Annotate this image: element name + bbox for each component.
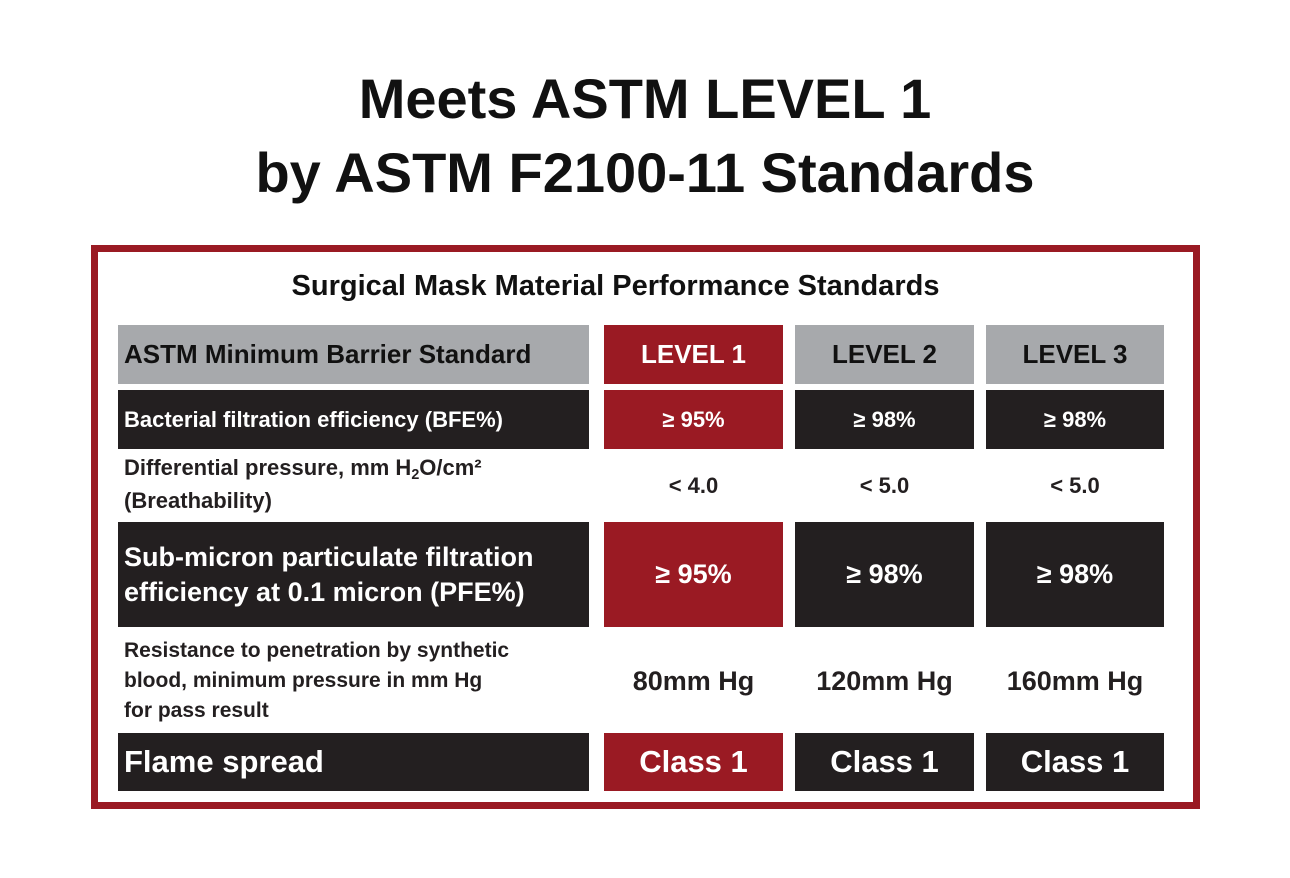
row-pfe-level-2: ≥ 98% <box>795 522 974 627</box>
row-pressure-label-line-1: Differential pressure, mm H2O/cm² <box>124 454 482 483</box>
row-bfe-label: Bacterial filtration efficiency (BFE%) <box>118 390 589 449</box>
header-level-1: LEVEL 1 <box>604 325 783 384</box>
table-title: Surgical Mask Material Performance Stand… <box>291 270 940 302</box>
row-flame-level-2: Class 1 <box>795 733 974 791</box>
row-bfe-level-1: ≥ 95% <box>604 390 783 449</box>
row-pfe-level-3: ≥ 98% <box>986 522 1164 627</box>
row-flame-level-3: Class 1 <box>986 733 1164 791</box>
header-label-cell: ASTM Minimum Barrier Standard <box>118 325 589 384</box>
header-level-2: LEVEL 2 <box>795 325 974 384</box>
headline-line-1: Meets ASTM LEVEL 1 <box>358 67 932 130</box>
headline: Meets ASTM LEVEL 1 by ASTM F2100-11 Stan… <box>0 62 1290 210</box>
headline-line-2: by ASTM F2100-11 Standards <box>255 141 1035 204</box>
row-flame-level-1: Class 1 <box>604 733 783 791</box>
row-blood-label: Resistance to penetration by synthetic b… <box>118 636 589 726</box>
row-pfe-level-1: ≥ 95% <box>604 522 783 627</box>
row-bfe-level-3: ≥ 98% <box>986 390 1164 449</box>
row-bfe-level-2: ≥ 98% <box>795 390 974 449</box>
row-flame-label: Flame spread <box>118 733 589 791</box>
row-blood-label-line-3: for pass result <box>124 699 269 722</box>
row-pressure-label: Differential pressure, mm H2O/cm² (Breat… <box>118 452 589 516</box>
row-blood-level-3: 160mm Hg <box>1006 665 1144 696</box>
row-blood-level-2: 120mm Hg <box>816 665 953 696</box>
row-pfe-label: Sub-micron particulate filtration effici… <box>118 522 589 627</box>
header-level-3: LEVEL 3 <box>986 325 1164 384</box>
row-pressure-level-1: < 4.0 <box>668 473 719 498</box>
row-pressure-level-3: < 5.0 <box>1050 473 1100 498</box>
row-pressure-level-2: < 5.0 <box>859 473 910 498</box>
row-pfe-label-line-1: Sub-micron particulate filtration <box>124 541 534 572</box>
row-pressure-label-line-2: (Breathability) <box>124 487 272 513</box>
row-blood-level-1: 80mm Hg <box>632 665 755 696</box>
row-blood-label-line-1: Resistance to penetration by synthetic <box>124 639 510 662</box>
row-blood-label-line-2: blood, minimum pressure in mm Hg <box>124 669 483 692</box>
row-pfe-label-line-2: efficiency at 0.1 micron (PFE%) <box>124 576 525 607</box>
subscript-2: 2 <box>411 466 420 483</box>
